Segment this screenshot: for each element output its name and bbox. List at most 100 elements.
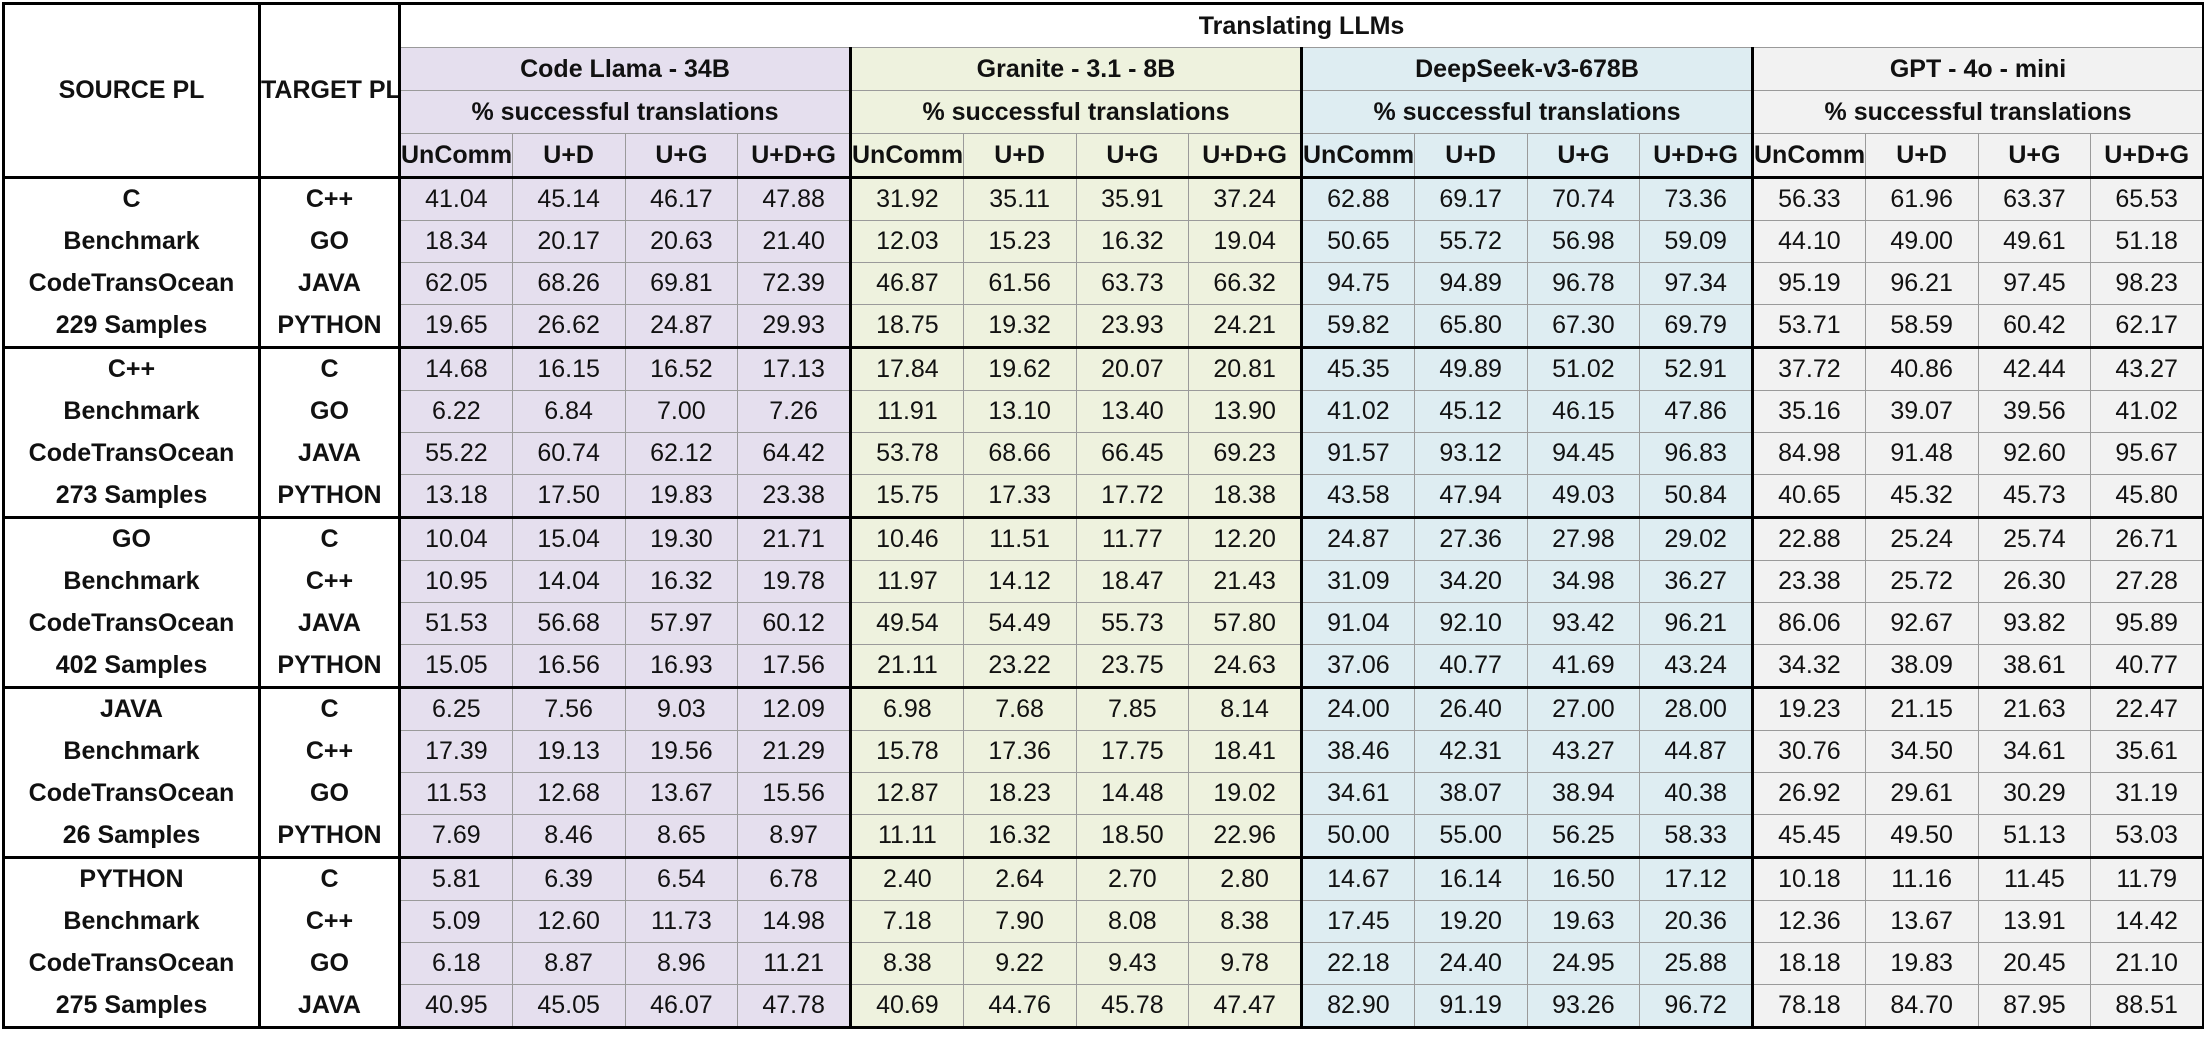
value-cell: 44.87 — [1639, 730, 1753, 773]
model-name: DeepSeek-v3-678B — [1300, 47, 1753, 91]
value-cell: 60.12 — [737, 602, 851, 645]
value-cell: 38.07 — [1413, 772, 1528, 815]
table-row: C C++ 41.04 45.14 46.17 47.88 31.92 35.11 35.91 3… — [2, 176, 2204, 221]
value-cell: 14.48 — [1075, 772, 1190, 815]
value-cell: 46.07 — [624, 984, 739, 1029]
value-cell: 30.76 — [1751, 730, 1866, 773]
value-cell: 91.48 — [1864, 432, 1979, 475]
value-cell: 94.89 — [1413, 262, 1528, 305]
source-label: C — [2, 176, 260, 221]
target-label: PYTHON — [258, 474, 400, 518]
value-cell: 14.12 — [962, 560, 1077, 603]
table-row: SOURCE PL TARGET PL Translating LLMs — [2, 2, 2204, 178]
value-cell: 25.24 — [1864, 516, 1979, 561]
value-cell: 21.29 — [737, 730, 851, 773]
value-cell: 86.06 — [1751, 602, 1866, 645]
value-cell: 68.26 — [511, 262, 626, 305]
value-cell: 94.45 — [1526, 432, 1641, 475]
table-row: 402 Samples PYTHON 15.05 16.56 16.93 17.56 21.… — [2, 644, 2204, 688]
target-label: JAVA — [258, 432, 400, 475]
value-cell: 11.97 — [849, 560, 964, 603]
value-cell: 95.89 — [2090, 602, 2204, 645]
value-cell: 45.45 — [1751, 814, 1866, 858]
source-label: Benchmark — [2, 900, 260, 943]
value-cell: 17.56 — [737, 644, 851, 688]
value-cell: 95.19 — [1751, 262, 1866, 305]
value-cell: 16.14 — [1413, 856, 1528, 901]
value-cell: 13.67 — [1864, 900, 1979, 943]
column-header: U+D+G — [2090, 133, 2204, 178]
target-label: GO — [258, 390, 400, 433]
table-row: JAVA C 6.25 7.56 9.03 12.09 6.98 7.68 7.85 8.14 24… — [2, 686, 2204, 731]
value-cell: 44.76 — [962, 984, 1077, 1029]
value-cell: 65.53 — [2090, 176, 2204, 221]
value-cell: 49.00 — [1864, 220, 1979, 263]
value-cell: 9.22 — [962, 942, 1077, 985]
value-cell: 27.28 — [2090, 560, 2204, 603]
value-cell: 25.88 — [1639, 942, 1753, 985]
value-cell: 62.88 — [1300, 176, 1415, 221]
value-cell: 17.33 — [962, 474, 1077, 518]
value-cell: 45.73 — [1977, 474, 2092, 518]
table-row: CodeTransOcean JAVA 51.53 56.68 57.97 60.12 49… — [2, 602, 2204, 645]
value-cell: 15.78 — [849, 730, 964, 773]
value-cell: 7.68 — [962, 686, 1077, 731]
value-cell: 7.00 — [624, 390, 739, 433]
value-cell: 2.40 — [849, 856, 964, 901]
value-cell: 38.09 — [1864, 644, 1979, 688]
value-cell: 27.36 — [1413, 516, 1528, 561]
value-cell: 13.40 — [1075, 390, 1190, 433]
value-cell: 18.23 — [962, 772, 1077, 815]
value-cell: 7.18 — [849, 900, 964, 943]
value-cell: 55.22 — [398, 432, 513, 475]
value-cell: 21.40 — [737, 220, 851, 263]
source-label: CodeTransOcean — [2, 602, 260, 645]
value-cell: 18.41 — [1188, 730, 1302, 773]
value-cell: 11.16 — [1864, 856, 1979, 901]
value-cell: 22.88 — [1751, 516, 1866, 561]
value-cell: 40.95 — [398, 984, 513, 1029]
value-cell: 11.73 — [624, 900, 739, 943]
value-cell: 62.12 — [624, 432, 739, 475]
value-cell: 94.75 — [1300, 262, 1415, 305]
value-cell: 24.95 — [1526, 942, 1641, 985]
value-cell: 9.78 — [1188, 942, 1302, 985]
table-row: 229 Samples PYTHON 19.65 26.62 24.87 29.93 18.… — [2, 304, 2204, 348]
source-label: 26 Samples — [2, 814, 260, 858]
value-cell: 60.74 — [511, 432, 626, 475]
value-cell: 11.77 — [1075, 516, 1190, 561]
value-cell: 27.00 — [1526, 686, 1641, 731]
value-cell: 14.68 — [398, 346, 513, 391]
value-cell: 45.05 — [511, 984, 626, 1029]
column-header: U+G — [1526, 133, 1641, 178]
value-cell: 37.72 — [1751, 346, 1866, 391]
table-row: CodeTransOcean GO 6.18 8.87 8.96 11.21 8.38 9.2… — [2, 942, 2204, 985]
value-cell: 55.72 — [1413, 220, 1528, 263]
target-label: PYTHON — [258, 814, 400, 858]
value-cell: 84.98 — [1751, 432, 1866, 475]
value-cell: 63.73 — [1075, 262, 1190, 305]
value-cell: 2.80 — [1188, 856, 1302, 901]
value-cell: 15.05 — [398, 644, 513, 688]
value-cell: 11.45 — [1977, 856, 2092, 901]
value-cell: 7.69 — [398, 814, 513, 858]
column-header: UnComm — [1751, 133, 1866, 178]
value-cell: 56.33 — [1751, 176, 1866, 221]
metric-label: % successful translations — [849, 90, 1302, 134]
value-cell: 69.81 — [624, 262, 739, 305]
table-row: 26 Samples PYTHON 7.69 8.46 8.65 8.97 11.11 16.… — [2, 814, 2204, 858]
value-cell: 60.42 — [1977, 304, 2092, 348]
value-cell: 10.46 — [849, 516, 964, 561]
value-cell: 15.23 — [962, 220, 1077, 263]
value-cell: 22.18 — [1300, 942, 1415, 985]
value-cell: 16.15 — [511, 346, 626, 391]
value-cell: 17.45 — [1300, 900, 1415, 943]
value-cell: 34.61 — [1300, 772, 1415, 815]
value-cell: 56.25 — [1526, 814, 1641, 858]
source-label: 273 Samples — [2, 474, 260, 518]
source-label: C++ — [2, 346, 260, 391]
value-cell: 6.22 — [398, 390, 513, 433]
target-label: PYTHON — [258, 304, 400, 348]
value-cell: 62.05 — [398, 262, 513, 305]
